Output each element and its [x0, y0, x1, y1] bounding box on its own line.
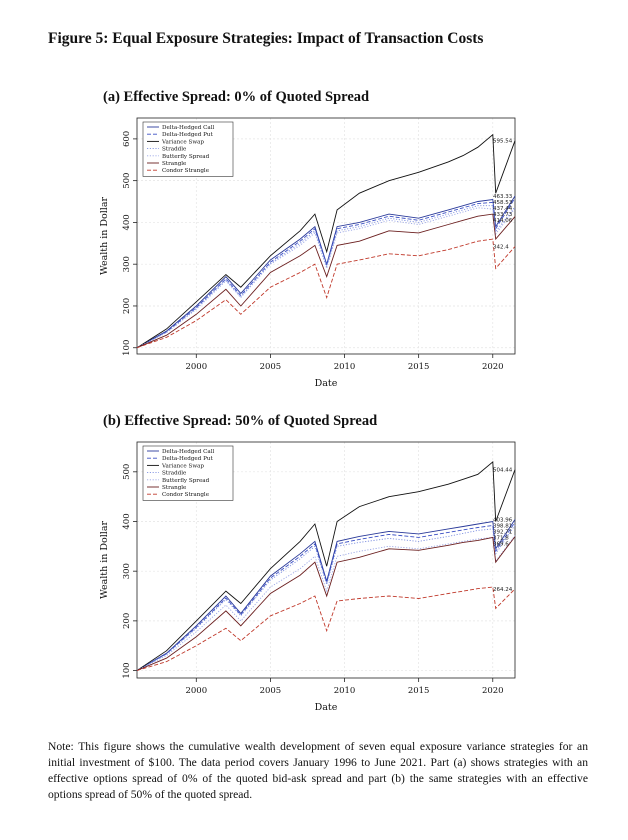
figure-note: Note: This figure shows the cumulative w…	[48, 740, 588, 801]
series-line	[136, 205, 516, 349]
end-value-label: 463.33	[493, 194, 513, 200]
x-tick-label: 2010	[334, 686, 356, 696]
chart-panel-b: 2000 2005 2010 2015 2020 100 200 300 400 500 Date W…	[95, 432, 535, 722]
legend-label: Variance Swap	[161, 139, 204, 145]
end-value-label: 433.73	[493, 212, 513, 218]
legend-label: Delta-Hedged Call	[162, 449, 214, 455]
end-value-label: 437.44	[493, 206, 513, 212]
x-tick-label: 2005	[260, 362, 282, 372]
series-line	[136, 536, 516, 671]
legend-box	[142, 445, 234, 501]
chart-panel-a: 2000 2005 2010 2015 2020 100 200 300 400 500 600 Da…	[95, 108, 535, 398]
y-tick-label: 500	[122, 173, 132, 189]
series-line	[136, 460, 516, 671]
y-tick-label: 300	[122, 563, 132, 579]
end-value-label: 458.53	[493, 200, 513, 206]
series-line	[136, 586, 516, 671]
legend-label: Delta-Hedged Put	[162, 456, 213, 462]
end-value-label: 414.06	[493, 218, 513, 224]
end-value-label: 392.71	[493, 530, 512, 536]
legend-label: Butterfly Spread	[162, 478, 210, 484]
panel-b-title: (b) Effective Spread: 50% of Quoted Spre…	[103, 413, 378, 429]
series-line	[136, 519, 516, 671]
plot-frame	[136, 441, 516, 679]
legend-box	[142, 121, 234, 177]
end-value-label: 403.96	[493, 518, 513, 524]
legend-label: Delta-Hedged Put	[162, 132, 213, 138]
x-tick-label: 2020	[482, 686, 504, 696]
y-tick-label: 400	[122, 513, 132, 529]
series-line	[136, 535, 516, 671]
y-tick-label: 200	[122, 613, 132, 629]
end-value-label: 342.4	[493, 244, 509, 250]
series-line	[136, 195, 516, 349]
x-tick-label: 2020	[482, 362, 504, 372]
legend-label: Strangle	[162, 161, 187, 167]
x-tick-label: 2015	[408, 362, 430, 372]
end-value-label: 398.81	[493, 524, 512, 530]
y-axis-label: Wealth in Dollar	[99, 197, 110, 276]
y-tick-label: 400	[122, 214, 132, 230]
series-line	[136, 524, 516, 671]
y-tick-label: 100	[122, 662, 132, 678]
y-tick-label: 300	[122, 256, 132, 272]
x-tick-label: 2000	[185, 686, 207, 696]
legend-label: Delta-Hedged Call	[162, 125, 214, 131]
figure-title: Figure 5: Equal Exposure Strategies: Imp…	[48, 30, 484, 47]
series-line	[136, 207, 516, 349]
x-axis-label: Date	[315, 702, 338, 713]
y-tick-label: 200	[122, 298, 132, 314]
series-line	[136, 213, 516, 349]
plot-frame	[136, 117, 516, 355]
x-tick-label: 2015	[408, 686, 430, 696]
end-value-label: 264.24	[493, 587, 513, 593]
series-line	[136, 238, 516, 349]
chart-a-svg: 2000 2005 2010 2015 2020 100 200 300 400 500 600 Da…	[99, 117, 516, 389]
x-tick-label: 2010	[334, 362, 356, 372]
y-axis-label: Wealth in Dollar	[99, 521, 110, 600]
legend-label: Variance Swap	[161, 463, 204, 469]
series-line	[136, 133, 516, 349]
end-value-label: 595.54	[493, 139, 513, 145]
legend-label: Straddle	[162, 147, 187, 153]
x-tick-label: 2005	[260, 686, 282, 696]
legend-label: Strangle	[162, 485, 187, 491]
legend-label: Condor Strangle	[162, 492, 210, 498]
end-value-label: 369.6	[493, 542, 509, 548]
legend-label: Straddle	[162, 471, 187, 477]
x-tick-label: 2000	[185, 362, 207, 372]
legend-label: Condor Strangle	[162, 168, 210, 174]
x-axis-label: Date	[315, 378, 338, 389]
y-tick-label: 100	[122, 340, 132, 356]
y-tick-label: 600	[122, 131, 132, 147]
y-tick-label: 500	[122, 464, 132, 480]
end-value-label: 504.44	[493, 468, 513, 474]
end-value-label: 371.8	[493, 536, 509, 542]
series-line	[136, 521, 516, 671]
panel-a-title: (a) Effective Spread: 0% of Quoted Sprea…	[103, 89, 370, 105]
series-line	[136, 197, 516, 349]
chart-b-svg: 2000 2005 2010 2015 2020 100 200 300 400 500 Date W…	[99, 441, 516, 713]
legend-label: Butterfly Spread	[162, 154, 210, 160]
